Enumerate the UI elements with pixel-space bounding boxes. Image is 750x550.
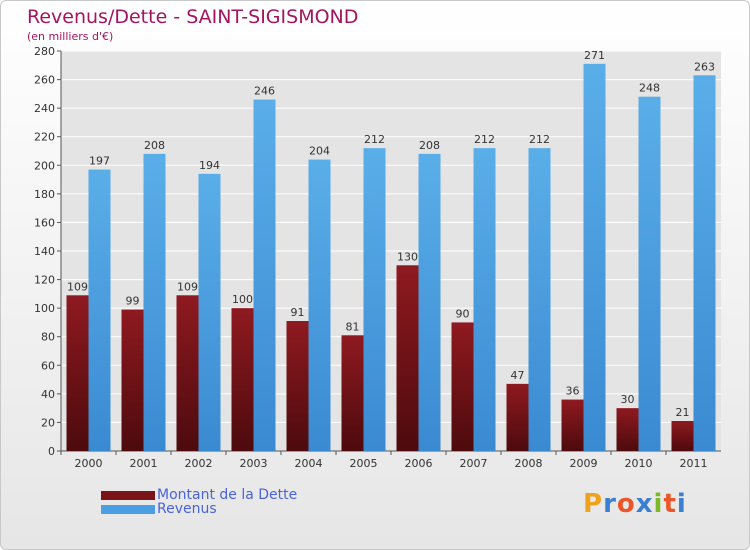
legend-item-dette: Montant de la Dette [101, 487, 297, 503]
data-label-revenus: 263 [694, 60, 715, 73]
bar-dette [66, 295, 89, 451]
bar-revenus [198, 173, 221, 451]
data-label-dette: 109 [67, 280, 88, 293]
legend-item-revenus: Revenus [101, 501, 217, 517]
data-label-dette: 47 [511, 369, 525, 382]
logo-letter: P [583, 489, 604, 519]
bar-revenus [638, 96, 661, 451]
y-tick-label: 260 [34, 74, 55, 87]
y-tick-label: 100 [34, 302, 55, 315]
bar-revenus [693, 75, 716, 452]
data-label-dette: 21 [676, 406, 690, 419]
y-tick-label: 0 [48, 445, 55, 458]
y-tick-label: 220 [34, 131, 55, 144]
data-label-dette: 130 [397, 250, 418, 263]
bar-revenus [363, 148, 386, 451]
bar-dette [341, 335, 364, 451]
x-tick-label: 2006 [405, 457, 433, 470]
y-tick-label: 180 [34, 188, 55, 201]
bar-revenus [143, 153, 166, 451]
data-label-revenus: 212 [474, 133, 495, 146]
data-label-dette: 100 [232, 293, 253, 306]
logo-letter: x [635, 489, 654, 519]
y-tick-label: 120 [34, 274, 55, 287]
bar-revenus [583, 63, 606, 451]
y-tick-label: 160 [34, 216, 55, 229]
x-tick-label: 2003 [240, 457, 268, 470]
bar-revenus [88, 169, 111, 452]
data-label-dette: 36 [566, 385, 580, 398]
y-tick-label: 40 [41, 388, 55, 401]
x-tick-label: 2002 [185, 457, 213, 470]
y-tick-label: 60 [41, 359, 55, 372]
data-label-dette: 91 [291, 306, 305, 319]
proxiti-logo: Proxiti [583, 489, 687, 519]
bar-revenus [473, 148, 496, 451]
logo-letter: r [603, 489, 617, 519]
bar-dette [286, 321, 309, 451]
data-label-revenus: 197 [89, 155, 110, 168]
legend-swatch-dette [101, 490, 155, 500]
y-tick-label: 80 [41, 331, 55, 344]
data-label-revenus: 246 [254, 85, 275, 98]
bar-dette [616, 408, 639, 451]
chart-subtitle: (en milliers d'€) [27, 30, 114, 43]
bar-dette [121, 309, 144, 451]
legend-swatch-revenus [101, 504, 155, 514]
x-tick-label: 2001 [130, 457, 158, 470]
data-label-dette: 99 [126, 295, 140, 308]
bar-dette [451, 322, 474, 451]
x-tick-label: 2005 [350, 457, 378, 470]
x-tick-label: 2010 [625, 457, 653, 470]
x-tick-label: 2009 [570, 457, 598, 470]
data-label-dette: 109 [177, 280, 198, 293]
x-tick-label: 2007 [460, 457, 488, 470]
data-label-revenus: 271 [584, 49, 605, 62]
data-label-revenus: 208 [144, 139, 165, 152]
bar-dette [671, 421, 694, 451]
legend-label-revenus: Revenus [157, 501, 217, 517]
logo-letter: o [616, 489, 636, 519]
data-label-dette: 90 [456, 307, 470, 320]
data-label-dette: 30 [621, 393, 635, 406]
bar-dette [506, 383, 529, 451]
bar-dette [561, 399, 584, 451]
bar-dette [396, 265, 419, 451]
logo-letter: i [676, 489, 687, 519]
bar-dette [231, 308, 254, 451]
x-tick-label: 2000 [75, 457, 103, 470]
data-label-revenus: 212 [529, 133, 550, 146]
logo-letter: t [663, 489, 677, 519]
data-label-revenus: 204 [309, 145, 330, 158]
x-tick-label: 2008 [515, 457, 543, 470]
logo-letter: i [653, 489, 664, 519]
data-label-revenus: 208 [419, 139, 440, 152]
bar-revenus [418, 153, 441, 451]
y-tick-label: 20 [41, 416, 55, 429]
y-tick-label: 200 [34, 159, 55, 172]
y-tick-label: 280 [34, 45, 55, 58]
chart-title: Revenus/Dette - SAINT-SIGISMOND [27, 6, 359, 28]
data-label-revenus: 194 [199, 159, 220, 172]
data-label-revenus: 248 [639, 82, 660, 95]
x-tick-label: 2011 [680, 457, 708, 470]
data-label-dette: 81 [346, 320, 360, 333]
bar-dette [176, 295, 199, 451]
x-tick-label: 2004 [295, 457, 323, 470]
data-label-revenus: 212 [364, 133, 385, 146]
bar-revenus [308, 159, 331, 452]
y-tick-label: 240 [34, 102, 55, 115]
legend-label-dette: Montant de la Dette [157, 487, 298, 503]
bar-revenus [528, 148, 551, 451]
y-tick-label: 140 [34, 245, 55, 258]
bar-revenus [253, 99, 276, 452]
